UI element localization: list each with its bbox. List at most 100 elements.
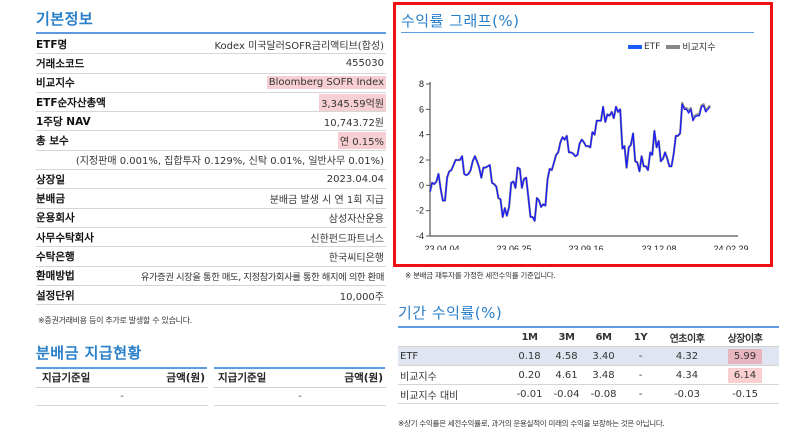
value-1m: -0.01 xyxy=(516,388,543,400)
info-label: 상장일 xyxy=(36,173,65,186)
distribution-rule-left xyxy=(36,367,207,369)
col-amount: 금액(원) xyxy=(344,372,383,384)
period-returns-rule xyxy=(398,326,779,328)
info-label: 운용회사 xyxy=(36,212,75,225)
header-3m: 3M xyxy=(558,331,575,343)
legend-swatch-etf xyxy=(628,44,642,49)
info-row-total-fee: 총 보수 연 0.15% xyxy=(36,131,386,151)
value-1y: - xyxy=(638,350,643,362)
return-graph-title: 수익률 그래프(%) xyxy=(401,12,520,30)
legend-etf[interactable]: ETF xyxy=(628,42,660,52)
svg-text:23.12.08: 23.12.08 xyxy=(641,244,676,250)
info-value-highlighted: 연 0.15% xyxy=(337,132,386,150)
svg-text:8: 8 xyxy=(419,79,424,89)
value-1m: 0.20 xyxy=(518,369,541,381)
col-amount: 금액(원) xyxy=(166,372,205,384)
period-returns-row-etf: ETF 0.18 4.58 3.40 - 4.32 5.99 xyxy=(398,347,779,366)
info-value: 2023.04.04 xyxy=(326,173,384,185)
return-line-chart: 8 6 4 2 0 -2 -4 23.04.04 23.06.25 23.09.16 23.12.… xyxy=(416,79,749,250)
basic-info-table: ETF명 Kodex 미국달러SOFR금리액티브(합성) 거래소코드 45503… xyxy=(36,35,386,306)
value-3m: 4.61 xyxy=(555,369,578,381)
header-1m: 1M xyxy=(521,331,538,343)
highlight-box xyxy=(393,2,773,267)
basic-info-rule xyxy=(36,32,386,34)
distribution-title: 분배금 지급현황 xyxy=(36,344,142,362)
row-label: ETF xyxy=(400,350,419,362)
chart-legend: ETF 비교지수 xyxy=(628,40,716,53)
value-ytd: 4.32 xyxy=(675,350,699,362)
info-row-distribution: 분배금 분배금 발생 시 연 1회 지급 xyxy=(36,189,386,209)
svg-text:2: 2 xyxy=(419,155,424,165)
info-value: 유가증권 시장을 통한 매도, 지정참가회사를 통한 해지에 의한 환매 xyxy=(140,271,385,283)
value-1y: - xyxy=(638,369,643,381)
info-value: 신한펀드파트너스 xyxy=(310,233,384,245)
info-value: 삼성자산운용 xyxy=(328,214,384,226)
value-since-listing-cell: 5.99 xyxy=(715,348,775,364)
distribution-table-right: 지급기준일 금액(원) - xyxy=(214,368,386,406)
svg-text:23.09.16: 23.09.16 xyxy=(568,244,603,250)
header-since-listing: 상장이후 xyxy=(727,333,763,345)
info-label: 수탁은행 xyxy=(36,250,75,263)
info-value-highlighted: Bloomberg SOFR Index xyxy=(266,76,386,90)
info-row-benchmark: 비교지수 Bloomberg SOFR Index xyxy=(36,74,386,93)
etf-series-line xyxy=(429,103,711,222)
return-graph-rule xyxy=(401,32,754,33)
value-since-listing: -0.15 xyxy=(732,388,758,400)
info-label: 비교지수 xyxy=(36,77,75,90)
info-row-redemption: 환매방법 유가증권 시장을 통한 매도, 지정참가회사를 통한 해지에 의한 환… xyxy=(36,267,386,286)
x-ticks: 23.04.04 23.06.25 23.09.16 23.12.08 24.02.29 xyxy=(424,244,748,250)
value-6m: -0.08 xyxy=(590,388,617,400)
value-3m: 4.58 xyxy=(555,350,578,362)
svg-text:-4: -4 xyxy=(416,231,424,241)
fee-breakdown-text: (지정판매 0.001%, 집합투자 0.129%, 신탁 0.01%, 일반사… xyxy=(75,156,384,168)
info-row-trustee: 수탁은행 한국씨티은행 xyxy=(36,247,386,267)
value-ytd: -0.03 xyxy=(674,388,700,400)
distribution-row: - xyxy=(214,388,386,406)
distribution-header: 지급기준일 금액(원) xyxy=(214,368,386,388)
info-value: 한국씨티은행 xyxy=(328,252,384,264)
period-returns-note: ※상기 수익률은 세전수익률로, 과거의 운용실적이 미래의 수익을 보장하는 … xyxy=(398,419,665,428)
value-1m: 0.18 xyxy=(518,350,541,362)
value-6m: 3.48 xyxy=(592,369,615,381)
info-row-listing-date: 상장일 2023.04.04 xyxy=(36,170,386,190)
col-pay-date: 지급기준일 xyxy=(218,372,267,384)
distribution-table-left: 지급기준일 금액(원) - xyxy=(36,368,208,406)
info-row-manager: 운용회사 삼성자산운용 xyxy=(36,209,386,228)
info-label: 사무수탁회사 xyxy=(36,231,94,244)
info-row-creation-unit: 설정단위 10,000주 xyxy=(36,286,386,306)
info-label: 분배금 xyxy=(36,193,65,206)
distribution-header: 지급기준일 금액(원) xyxy=(36,368,208,388)
svg-text:0: 0 xyxy=(419,180,424,190)
legend-benchmark[interactable]: 비교지수 xyxy=(666,40,716,53)
value-6m: 3.40 xyxy=(592,350,615,362)
info-label: 총 보수 xyxy=(36,135,69,148)
svg-text:23.06.25: 23.06.25 xyxy=(496,244,531,250)
info-row-exchange-code: 거래소코드 455030 xyxy=(36,54,386,74)
info-row-etf-name: ETF명 Kodex 미국달러SOFR금리액티브(합성) xyxy=(36,35,386,55)
info-value: 10,743.72원 xyxy=(323,117,384,129)
distribution-rule-right xyxy=(214,367,385,369)
svg-text:-2: -2 xyxy=(416,206,424,216)
svg-text:6: 6 xyxy=(419,104,424,114)
legend-label-benchmark: 비교지수 xyxy=(682,43,716,53)
value-3m: -0.04 xyxy=(553,388,580,400)
info-row-admin: 사무수탁회사 신한펀드파트너스 xyxy=(36,228,386,248)
info-value: 455030 xyxy=(345,57,384,69)
row-label: 비교지수 대비 xyxy=(400,390,459,402)
svg-text:24.02.29: 24.02.29 xyxy=(713,244,748,250)
info-value: 10,000주 xyxy=(339,291,384,303)
row-label: 비교지수 xyxy=(400,371,437,383)
value-since-listing: 5.99 xyxy=(727,348,763,364)
info-value: 분배금 발생 시 연 1회 지급 xyxy=(269,195,384,207)
info-label: 거래소코드 xyxy=(36,57,85,70)
info-row-nav: 1주당 NAV 10,743.72원 xyxy=(36,112,386,132)
period-returns-row-diff: 비교지수 대비 -0.01 -0.04 -0.08 - -0.03 -0.15 xyxy=(398,385,779,404)
info-label: ETF순자산총액 xyxy=(36,96,106,109)
value-ytd: 4.34 xyxy=(675,369,699,381)
period-returns-row-benchmark: 비교지수 0.20 4.61 3.48 - 4.34 6.14 xyxy=(398,366,779,385)
value-since-listing-cell: 6.14 xyxy=(715,367,775,383)
header-ytd: 연초이후 xyxy=(669,333,705,345)
info-label: 1주당 NAV xyxy=(36,115,91,128)
info-row-net-assets: ETF순자산총액 3,345.59억원 xyxy=(36,93,386,113)
period-returns-title: 기간 수익률(%) xyxy=(398,304,503,322)
